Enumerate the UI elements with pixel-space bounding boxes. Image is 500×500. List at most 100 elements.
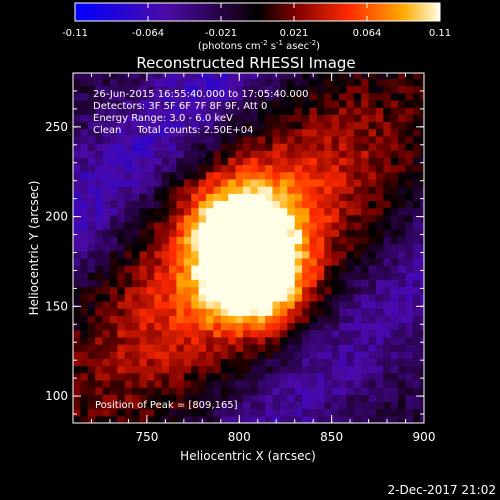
heatmap-cell bbox=[206, 358, 214, 367]
heatmap-cell bbox=[368, 401, 377, 410]
heatmap-cell bbox=[169, 200, 178, 209]
heatmap-cell bbox=[102, 351, 111, 359]
heatmap-cell bbox=[398, 128, 407, 137]
heatmap-cell bbox=[375, 128, 384, 137]
heatmap-cell bbox=[102, 157, 111, 166]
heatmap-cell bbox=[272, 236, 281, 245]
heatmap-cell bbox=[235, 408, 244, 417]
heatmap-cell bbox=[109, 286, 118, 295]
heatmap-cell bbox=[250, 401, 259, 410]
heatmap-cell bbox=[331, 293, 340, 302]
heatmap-cell bbox=[339, 329, 348, 338]
heatmap-cell bbox=[375, 236, 384, 245]
heatmap-cell bbox=[294, 265, 303, 273]
heatmap-cell bbox=[287, 236, 296, 245]
heatmap-cell bbox=[117, 387, 126, 395]
heatmap-cell bbox=[102, 128, 111, 137]
heatmap-cell bbox=[161, 293, 170, 302]
heatmap-cell bbox=[102, 135, 111, 144]
heatmap-cell bbox=[154, 135, 163, 144]
heatmap-cell bbox=[265, 143, 274, 151]
heatmap-cell bbox=[206, 387, 214, 395]
heatmap-cell bbox=[176, 164, 185, 173]
heatmap-cell bbox=[375, 387, 384, 395]
heatmap-cell bbox=[368, 121, 377, 130]
heatmap-cell bbox=[375, 265, 384, 273]
heatmap-cell bbox=[302, 121, 311, 130]
heatmap-cell bbox=[102, 200, 111, 209]
heatmap-cell bbox=[272, 229, 281, 237]
heatmap-cell bbox=[109, 279, 118, 288]
heatmap-cell bbox=[183, 387, 192, 395]
heatmap-cell bbox=[398, 322, 407, 331]
heatmap-cell bbox=[161, 143, 170, 151]
heatmap-cell bbox=[279, 186, 288, 194]
heatmap-cell bbox=[176, 121, 185, 130]
heatmap-cell bbox=[390, 250, 399, 259]
heatmap-cell bbox=[353, 107, 362, 115]
heatmap-cell bbox=[257, 157, 266, 166]
heatmap-cell bbox=[383, 293, 392, 302]
heatmap-cell bbox=[235, 200, 244, 209]
heatmap-cell bbox=[87, 308, 96, 316]
heatmap-cell bbox=[117, 214, 126, 223]
heatmap-cell bbox=[250, 193, 259, 202]
heatmap-cell bbox=[80, 114, 89, 123]
heatmap-cell bbox=[324, 92, 333, 101]
heatmap-cell bbox=[242, 408, 251, 417]
heatmap-cell bbox=[257, 358, 266, 367]
heatmap-cell bbox=[176, 243, 185, 252]
heatmap-cell bbox=[302, 408, 311, 417]
heatmap-cell bbox=[124, 372, 133, 381]
heatmap-cell bbox=[339, 178, 348, 187]
heatmap-cell bbox=[265, 150, 274, 158]
heatmap-cell bbox=[228, 229, 237, 237]
heatmap-cell bbox=[257, 214, 266, 223]
heatmap-cell bbox=[294, 336, 303, 345]
heatmap-cell bbox=[250, 265, 259, 273]
heatmap-cell bbox=[235, 365, 244, 374]
heatmap-cell bbox=[206, 265, 214, 273]
heatmap-cell bbox=[331, 229, 340, 237]
heatmap-cell bbox=[191, 121, 200, 130]
heatmap-cell bbox=[324, 279, 333, 288]
heatmap-cell bbox=[412, 401, 421, 410]
heatmap-cell bbox=[161, 300, 170, 309]
heatmap-cell bbox=[235, 272, 244, 281]
heatmap-cell bbox=[109, 358, 118, 367]
heatmap-cell bbox=[361, 329, 370, 338]
heatmap-cell bbox=[279, 300, 288, 309]
heatmap-cell bbox=[176, 78, 185, 87]
heatmap-cell bbox=[331, 164, 340, 173]
heatmap-cell bbox=[339, 128, 348, 137]
heatmap-cell bbox=[235, 300, 244, 309]
heatmap-cell bbox=[73, 243, 81, 252]
heatmap-cell bbox=[405, 221, 414, 230]
heatmap-cell bbox=[250, 243, 259, 252]
heatmap-cell bbox=[390, 128, 399, 137]
heatmap-cell bbox=[102, 300, 111, 309]
heatmap-cell bbox=[250, 85, 259, 94]
heatmap-cell bbox=[339, 308, 348, 316]
heatmap-cell bbox=[361, 157, 370, 166]
heatmap-cell bbox=[235, 344, 244, 352]
heatmap-cell bbox=[220, 279, 229, 288]
heatmap-cell bbox=[117, 300, 126, 309]
heatmap-cell bbox=[213, 150, 222, 158]
heatmap-cell bbox=[154, 186, 163, 194]
heatmap-cell bbox=[228, 293, 237, 302]
heatmap-cell bbox=[368, 114, 377, 123]
heatmap-cell bbox=[412, 229, 421, 237]
heatmap-cell bbox=[309, 243, 318, 252]
heatmap-cell bbox=[361, 351, 370, 359]
heatmap-cell bbox=[117, 329, 126, 338]
heatmap-cell bbox=[117, 186, 126, 194]
heatmap-cell bbox=[124, 186, 133, 194]
heatmap-cell bbox=[324, 121, 333, 130]
heatmap-cell bbox=[73, 85, 81, 94]
heatmap-cell bbox=[316, 178, 325, 187]
heatmap-cell bbox=[109, 401, 118, 410]
heatmap-cell bbox=[176, 372, 185, 381]
heatmap-cell bbox=[383, 265, 392, 273]
heatmap-cell bbox=[302, 207, 311, 216]
